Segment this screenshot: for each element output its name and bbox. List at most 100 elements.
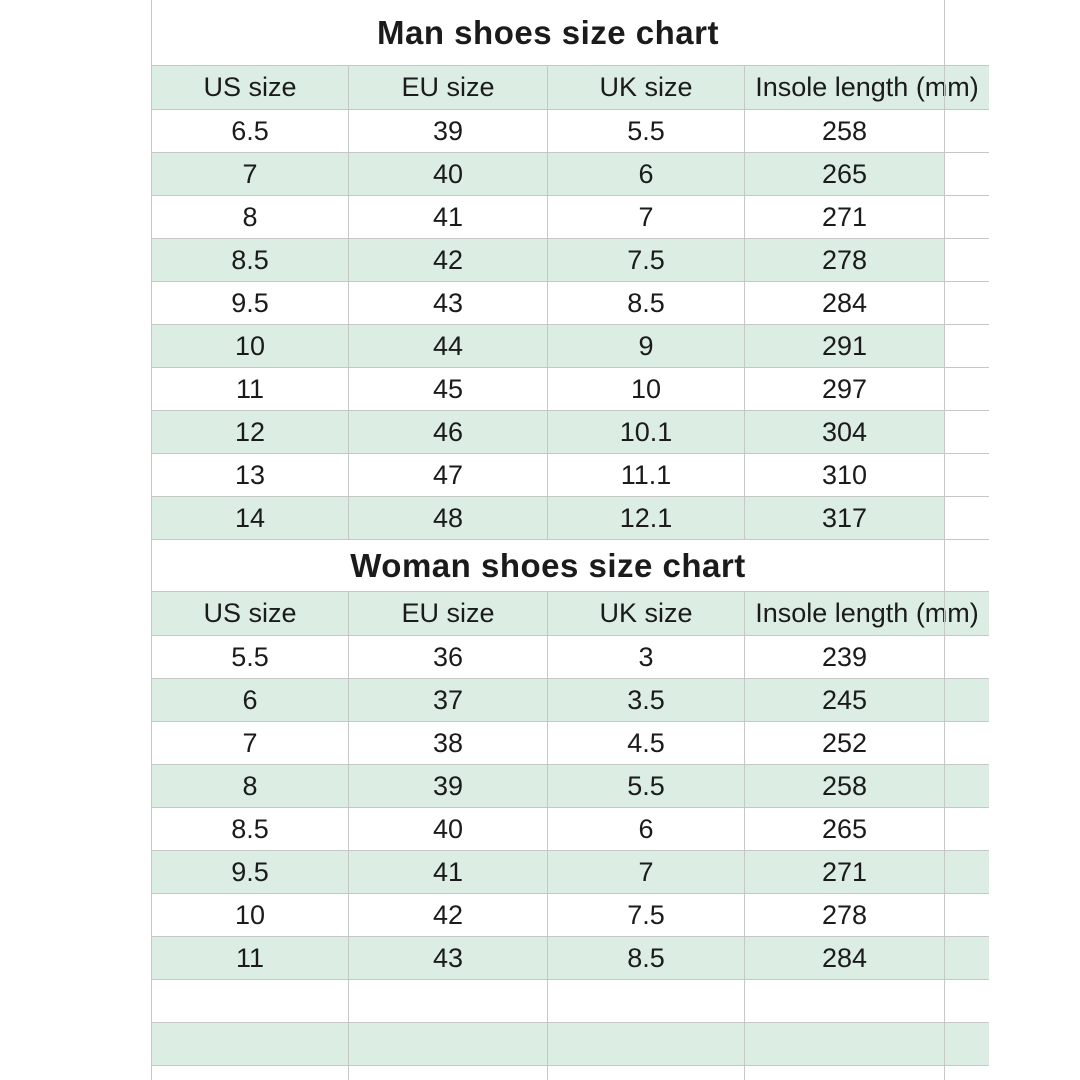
- cell-eu: 44: [349, 325, 548, 367]
- cell-insole: 310: [745, 454, 945, 496]
- cell-empty: [349, 980, 548, 1022]
- cell-eu: 42: [349, 894, 548, 936]
- cell-uk: 8.5: [548, 282, 745, 324]
- cell-us: 10: [152, 325, 349, 367]
- header-eu-size: EU size: [349, 66, 548, 109]
- cell-empty: [745, 1066, 945, 1080]
- cell-eu: 47: [349, 454, 548, 496]
- woman-table-title: Woman shoes size chart: [152, 540, 945, 591]
- spacer-cell: [945, 0, 989, 65]
- cell-empty: [945, 980, 989, 1022]
- man-table-row: 6.5 39 5.5 258: [152, 110, 989, 153]
- cell-empty: [152, 1023, 349, 1065]
- cell-empty: [152, 980, 349, 1022]
- cell-uk: 3: [548, 636, 745, 678]
- cell-insole: 258: [745, 110, 945, 152]
- cell-empty: [945, 153, 989, 195]
- cell-eu: 36: [349, 636, 548, 678]
- cell-uk: 5.5: [548, 765, 745, 807]
- man-table: Man shoes size chart US size EU size UK …: [152, 0, 989, 540]
- cell-empty: [945, 325, 989, 367]
- cell-eu: 40: [349, 153, 548, 195]
- cell-eu: 42: [349, 239, 548, 281]
- cell-us: 8.5: [152, 808, 349, 850]
- cell-eu: 48: [349, 497, 548, 539]
- cell-eu: 41: [349, 851, 548, 893]
- empty-row: [152, 980, 989, 1023]
- cell-eu: 45: [349, 368, 548, 410]
- cell-uk: 4.5: [548, 722, 745, 764]
- man-table-row: 9.5 43 8.5 284: [152, 282, 989, 325]
- cell-uk: 11.1: [548, 454, 745, 496]
- woman-header-row: US size EU size UK size Insole length (m…: [152, 592, 989, 636]
- woman-table-row: 6 37 3.5 245: [152, 679, 989, 722]
- cell-eu: 43: [349, 282, 548, 324]
- cell-eu: 43: [349, 937, 548, 979]
- cell-uk: 7: [548, 196, 745, 238]
- cell-empty: [945, 454, 989, 496]
- spacer-cell: [945, 540, 989, 591]
- man-header-row: US size EU size UK size Insole length (m…: [152, 66, 989, 110]
- cell-empty: [945, 765, 989, 807]
- cell-insole: 284: [745, 282, 945, 324]
- man-table-row: 13 47 11.1 310: [152, 454, 989, 497]
- cell-insole: 278: [745, 894, 945, 936]
- woman-table-row: 8.5 40 6 265: [152, 808, 989, 851]
- spreadsheet-grid: Man shoes size chart US size EU size UK …: [151, 0, 989, 1080]
- cell-uk: 5.5: [548, 110, 745, 152]
- header-us-size: US size: [152, 66, 349, 109]
- cell-empty: [945, 239, 989, 281]
- cell-eu: 38: [349, 722, 548, 764]
- cell-us: 11: [152, 368, 349, 410]
- cell-uk: 6: [548, 808, 745, 850]
- cell-empty: [945, 282, 989, 324]
- cell-uk: 6: [548, 153, 745, 195]
- cell-uk: 10: [548, 368, 745, 410]
- cell-insole: 278: [745, 239, 945, 281]
- empty-row: [152, 1066, 989, 1080]
- cell-us: 11: [152, 937, 349, 979]
- cell-empty: [349, 1066, 548, 1080]
- cell-us: 7: [152, 153, 349, 195]
- cell-empty: [945, 196, 989, 238]
- man-table-row: 7 40 6 265: [152, 153, 989, 196]
- cell-empty: [945, 894, 989, 936]
- cell-us: 8.5: [152, 239, 349, 281]
- cell-eu: 39: [349, 110, 548, 152]
- cell-uk: 7.5: [548, 894, 745, 936]
- cell-insole: 271: [745, 851, 945, 893]
- cell-us: 10: [152, 894, 349, 936]
- man-table-row: 14 48 12.1 317: [152, 497, 989, 540]
- woman-table-row: 11 43 8.5 284: [152, 937, 989, 980]
- cell-uk: 7.5: [548, 239, 745, 281]
- cell-insole: 239: [745, 636, 945, 678]
- man-table-row: 11 45 10 297: [152, 368, 989, 411]
- cell-us: 7: [152, 722, 349, 764]
- cell-empty: [945, 1023, 989, 1065]
- cell-insole: 252: [745, 722, 945, 764]
- cell-eu: 40: [349, 808, 548, 850]
- cell-uk: 7: [548, 851, 745, 893]
- cell-empty: [745, 1023, 945, 1065]
- cell-uk: 3.5: [548, 679, 745, 721]
- cell-uk: 10.1: [548, 411, 745, 453]
- cell-insole: 297: [745, 368, 945, 410]
- cell-insole: 265: [745, 153, 945, 195]
- cell-us: 13: [152, 454, 349, 496]
- cell-insole: 284: [745, 937, 945, 979]
- cell-us: 9.5: [152, 282, 349, 324]
- header-us-size: US size: [152, 592, 349, 635]
- cell-insole: 291: [745, 325, 945, 367]
- cell-uk: 12.1: [548, 497, 745, 539]
- header-eu-size: EU size: [349, 592, 548, 635]
- cell-empty: [945, 1066, 989, 1080]
- woman-table-row: 7 38 4.5 252: [152, 722, 989, 765]
- cell-us: 5.5: [152, 636, 349, 678]
- cell-empty: [945, 679, 989, 721]
- cell-empty: [548, 1066, 745, 1080]
- cell-empty: [152, 1066, 349, 1080]
- cell-us: 14: [152, 497, 349, 539]
- cell-uk: 9: [548, 325, 745, 367]
- cell-eu: 39: [349, 765, 548, 807]
